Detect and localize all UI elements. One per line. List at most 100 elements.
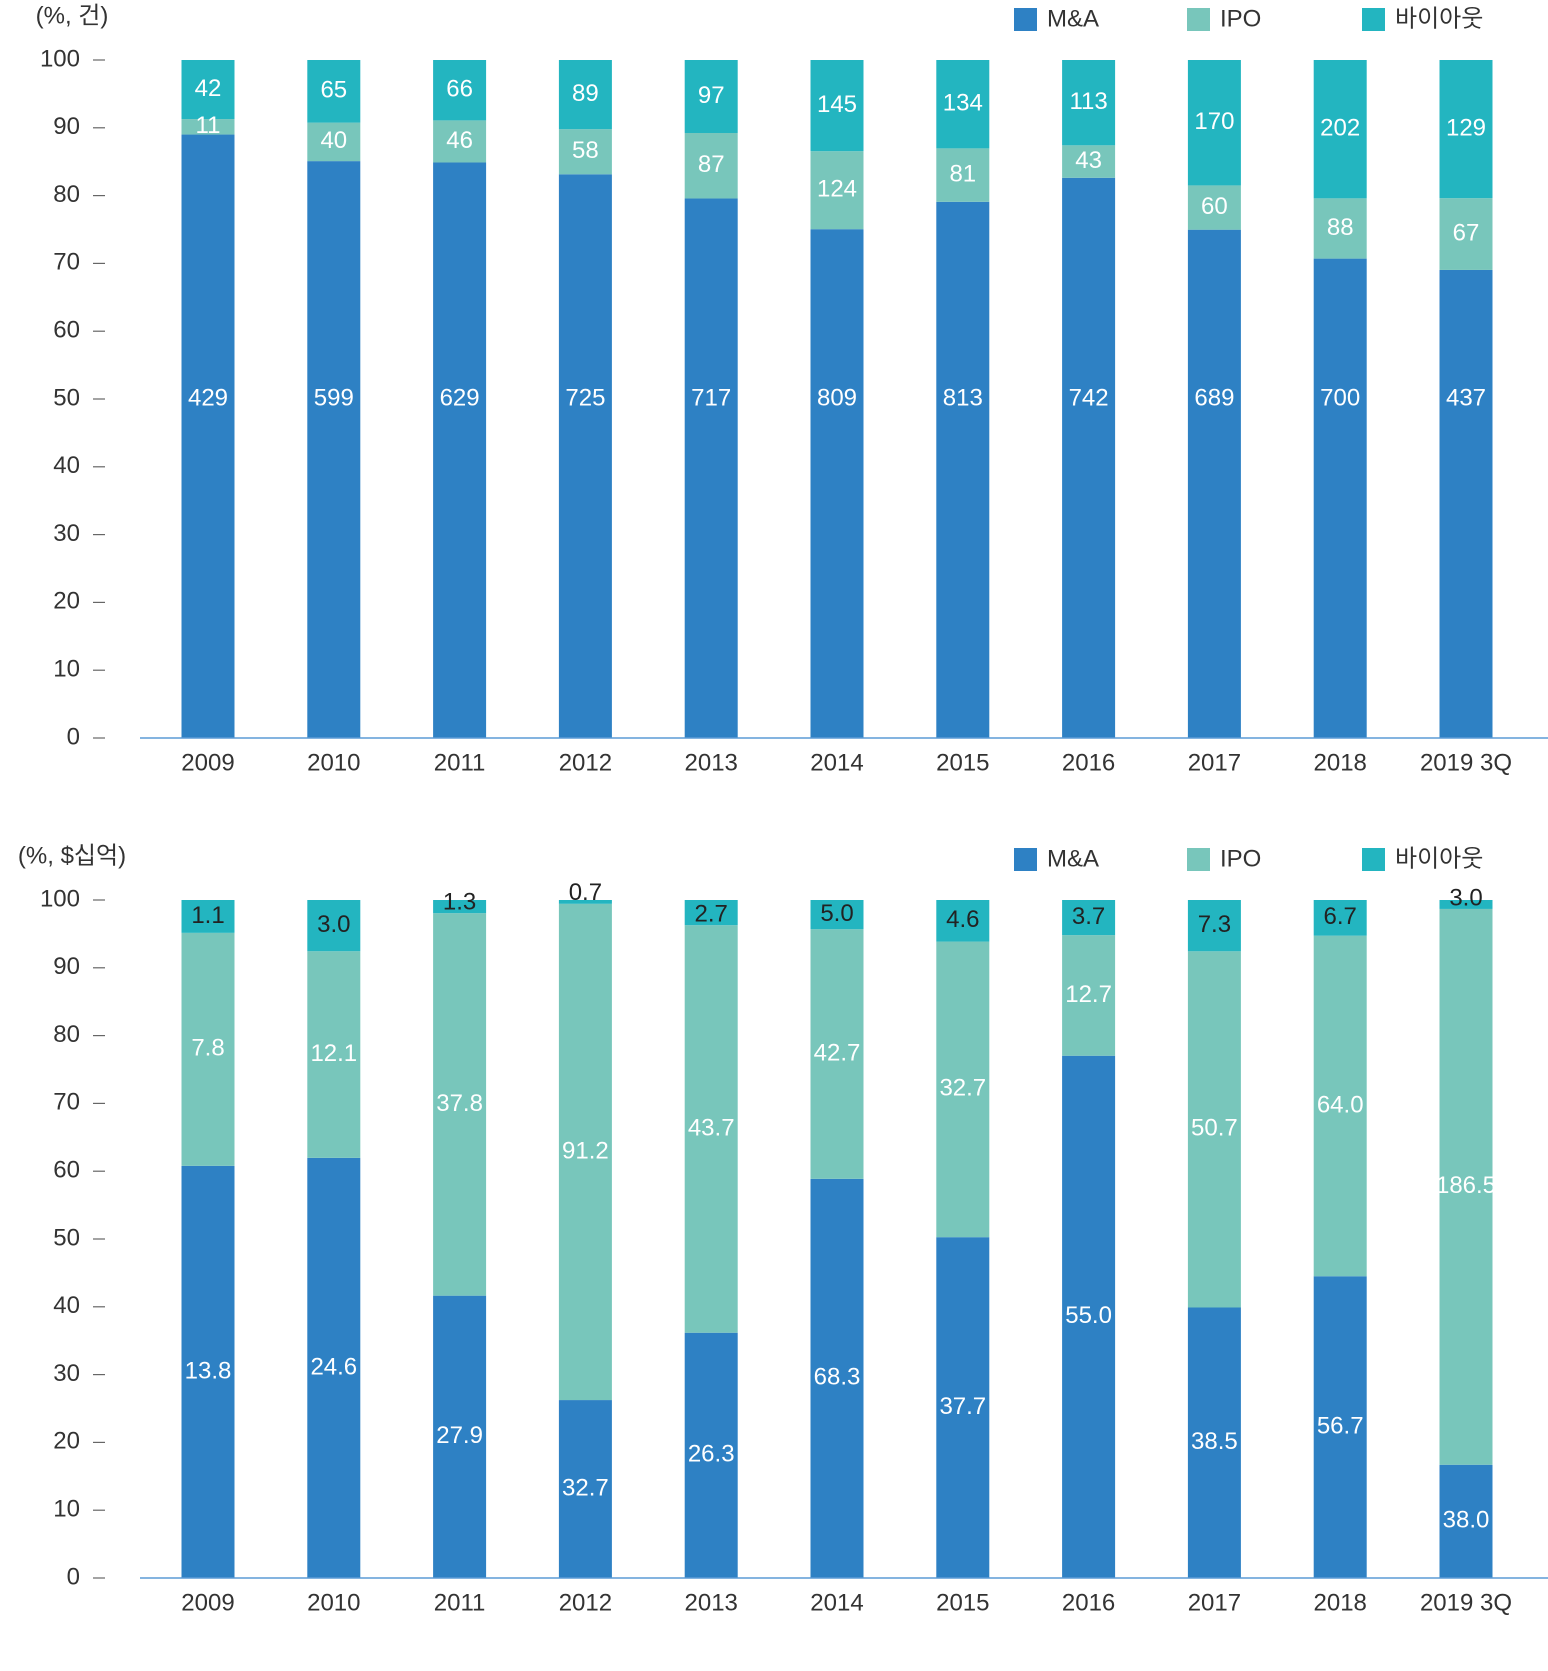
bar-segment-ipo bbox=[1313, 935, 1367, 1277]
bar-segment-ma bbox=[433, 162, 487, 739]
data-label-buyout: 1.1 bbox=[191, 902, 224, 929]
bar-segment-ipo bbox=[810, 151, 864, 230]
bar-segment-ma bbox=[1313, 1276, 1367, 1578]
bar-segment-ipo bbox=[1439, 198, 1493, 270]
data-label-buyout: 2.7 bbox=[695, 901, 728, 928]
data-label-buyout: 129 bbox=[1446, 114, 1486, 141]
data-label-ipo: 11 bbox=[196, 112, 221, 139]
bar-segment-buyout bbox=[558, 60, 612, 130]
data-label-buyout: 7.3 bbox=[1198, 911, 1231, 938]
legend-label: M&A bbox=[1047, 5, 1099, 32]
data-label-ipo: 42.7 bbox=[814, 1039, 861, 1066]
data-label-ipo: 88 bbox=[1327, 214, 1354, 241]
x-tick-label: 2016 bbox=[1062, 749, 1115, 776]
data-label-ma: 599 bbox=[314, 384, 354, 411]
bar-segment-ma bbox=[1313, 258, 1367, 738]
data-label-buyout: 145 bbox=[817, 91, 857, 118]
legend-label: M&A bbox=[1047, 845, 1099, 872]
data-label-ipo: 60 bbox=[1201, 193, 1228, 220]
data-label-ma: 13.8 bbox=[185, 1357, 232, 1384]
data-label-ipo: 37.8 bbox=[436, 1090, 483, 1117]
chart-deal-count: (%, 건) 0 10 20 30 40 50 60 70 80 90 100 429 11 42 2009 5… bbox=[36, 2, 1548, 776]
data-label-ma: 56.7 bbox=[1317, 1412, 1364, 1439]
data-label-buyout: 0.7 bbox=[569, 879, 602, 906]
data-label-buyout: 66 bbox=[446, 76, 473, 103]
data-label-buyout: 3.0 bbox=[1449, 884, 1482, 911]
data-label-ipo: 40 bbox=[320, 127, 347, 154]
x-tick-label: 2009 bbox=[181, 749, 234, 776]
bar-segment-buyout bbox=[307, 60, 361, 123]
bar-segment-ma bbox=[1439, 1464, 1493, 1578]
bar-segment-ma bbox=[1439, 269, 1493, 738]
y-tick-label: 90 bbox=[53, 953, 80, 980]
data-label-ipo: 7.8 bbox=[191, 1035, 224, 1062]
bar-segment-buyout bbox=[1062, 900, 1116, 936]
legend-swatch-ma bbox=[1014, 848, 1037, 871]
data-label-buyout: 134 bbox=[943, 90, 983, 117]
x-tick-label: 2016 bbox=[1062, 1589, 1115, 1616]
bar-segment-ma bbox=[1062, 177, 1116, 738]
data-label-buyout: 3.7 bbox=[1072, 903, 1105, 930]
x-tick-label: 2018 bbox=[1314, 1589, 1367, 1616]
y-tick-label: 30 bbox=[53, 520, 80, 547]
y-tick-label: 0 bbox=[67, 723, 80, 750]
data-label-ma: 24.6 bbox=[310, 1353, 357, 1380]
data-label-ipo: 43 bbox=[1075, 147, 1102, 174]
y-tick-label: 10 bbox=[53, 1496, 80, 1523]
bar-segment-ma bbox=[1187, 1307, 1241, 1578]
data-label-ma: 813 bbox=[943, 384, 983, 411]
data-label-ipo: 67 bbox=[1453, 219, 1480, 246]
bar-segment-ipo bbox=[684, 132, 738, 199]
bar-segment-ma bbox=[558, 174, 612, 738]
bar-segment-ipo bbox=[936, 941, 990, 1238]
bar-segment-buyout bbox=[1187, 60, 1241, 186]
legend-label: 바이아웃 bbox=[1395, 5, 1483, 32]
x-tick-label: 2012 bbox=[559, 749, 612, 776]
bar-segment-ma bbox=[558, 1400, 612, 1578]
bar-segment-ma bbox=[181, 1165, 235, 1578]
data-label-buyout: 42 bbox=[195, 75, 222, 102]
x-tick-label: 2014 bbox=[810, 1589, 863, 1616]
bar-segment-buyout bbox=[684, 60, 738, 133]
data-label-buyout: 4.6 bbox=[946, 906, 979, 933]
bar-segment-ipo bbox=[558, 903, 612, 1401]
bar-segment-buyout bbox=[181, 60, 235, 120]
y-tick-label: 80 bbox=[53, 1021, 80, 1048]
bar-segment-buyout bbox=[936, 60, 990, 149]
y-tick-label: 20 bbox=[53, 588, 80, 615]
bar-segment-ma bbox=[684, 1332, 738, 1578]
data-label-ma: 55.0 bbox=[1065, 1302, 1112, 1329]
y-tick-label: 90 bbox=[53, 113, 80, 140]
data-label-ipo: 64.0 bbox=[1317, 1091, 1364, 1118]
y-tick-label: 60 bbox=[53, 317, 80, 344]
bar-segment-buyout bbox=[433, 60, 487, 121]
bar-segment-buyout bbox=[1313, 900, 1367, 936]
data-label-ma: 742 bbox=[1069, 384, 1109, 411]
bar-segment-ma bbox=[307, 1157, 361, 1578]
y-tick-label: 40 bbox=[53, 452, 80, 479]
bar-segment-buyout bbox=[1062, 60, 1116, 146]
legend-label: 바이아웃 bbox=[1395, 845, 1483, 872]
legend-label: IPO bbox=[1220, 845, 1261, 872]
x-tick-label: 2011 bbox=[434, 749, 486, 776]
x-tick-label: 2010 bbox=[307, 749, 360, 776]
x-tick-label: 2009 bbox=[181, 1589, 234, 1616]
data-label-ipo: 124 bbox=[817, 176, 857, 203]
data-label-ipo: 58 bbox=[572, 137, 599, 164]
unit-label: (%, 건) bbox=[36, 2, 109, 29]
x-tick-label: 2011 bbox=[434, 1589, 486, 1616]
data-label-ma: 32.7 bbox=[562, 1474, 609, 1501]
bar-segment-ipo bbox=[1187, 185, 1241, 230]
y-tick-label: 100 bbox=[40, 885, 80, 912]
data-label-buyout: 113 bbox=[1069, 88, 1107, 115]
bar-segment-buyout bbox=[684, 900, 738, 926]
data-label-ma: 689 bbox=[1194, 384, 1234, 411]
x-tick-label: 2018 bbox=[1314, 749, 1367, 776]
x-tick-label: 2010 bbox=[307, 1589, 360, 1616]
x-tick-label: 2012 bbox=[559, 1589, 612, 1616]
bar-segment-ma bbox=[684, 198, 738, 739]
data-label-ipo: 43.7 bbox=[688, 1114, 735, 1141]
y-tick-label: 50 bbox=[53, 1224, 80, 1251]
data-label-ipo: 91.2 bbox=[562, 1137, 609, 1164]
